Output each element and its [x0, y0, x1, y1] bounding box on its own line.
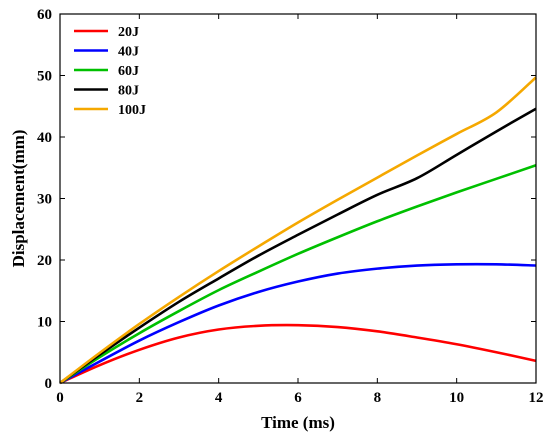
legend-label-60J: 60J [118, 64, 139, 79]
legend-label-40J: 40J [118, 45, 139, 60]
y-tick-label: 10 [37, 315, 52, 331]
y-tick-label: 40 [37, 130, 52, 146]
y-tick-label: 30 [37, 192, 52, 208]
x-tick-label: 12 [529, 390, 544, 406]
y-tick-label: 50 [37, 69, 52, 85]
series-layer [59, 76, 537, 385]
x-tick-label: 2 [136, 390, 144, 406]
x-axis-ticks: 0 2 4 6 8 10 12 [56, 14, 544, 406]
series-line-40J [59, 262, 537, 385]
series-line-80J [59, 107, 537, 385]
y-axis-ticks: 0 10 20 30 40 50 60 [37, 7, 536, 392]
x-tick-label: 10 [449, 390, 464, 406]
legend-label-80J: 80J [118, 84, 139, 99]
y-tick-label: 0 [45, 376, 53, 392]
x-tick-label: 0 [56, 390, 64, 406]
legend: 20J 40J 60J 80J 100J [65, 19, 167, 124]
legend-label-20J: 20J [118, 25, 139, 40]
series-line-60J [59, 164, 537, 385]
y-axis-label: Displacement(mm) [9, 130, 28, 268]
x-tick-label: 8 [374, 390, 382, 406]
legend-label-100J: 100J [118, 103, 146, 118]
x-tick-label: 6 [294, 390, 302, 406]
legend-box [65, 19, 167, 124]
x-axis-label: Time (ms) [261, 413, 335, 432]
plot-frame [59, 13, 537, 384]
x-tick-label: 4 [215, 390, 223, 406]
y-tick-label: 60 [37, 7, 52, 23]
y-tick-label: 20 [37, 253, 52, 269]
series-line-100J [59, 76, 537, 385]
series-line-20J [59, 323, 537, 385]
